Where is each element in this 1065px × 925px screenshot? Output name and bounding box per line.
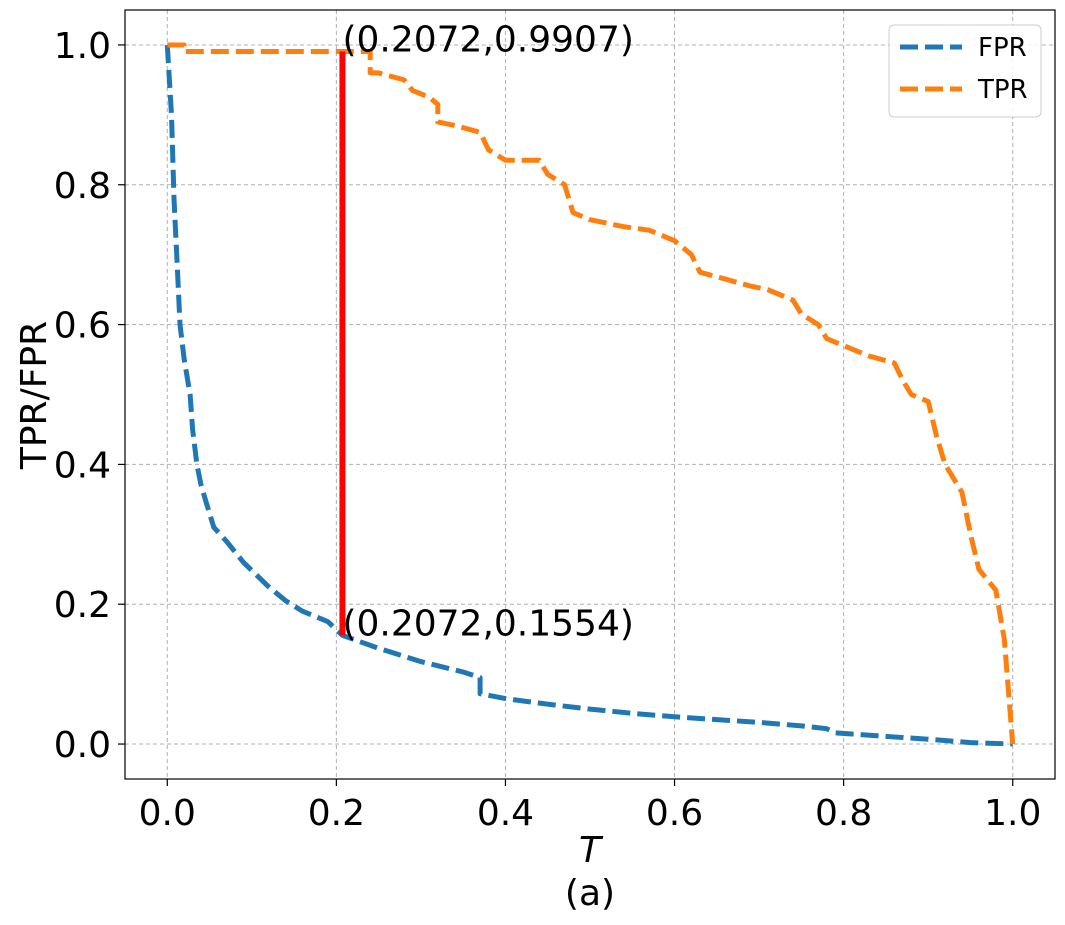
legend-fpr-label: FPR (978, 33, 1027, 63)
series-layer (164, 42, 1016, 747)
plot-frame (124, 9, 1056, 780)
grid (125, 10, 1055, 779)
y-tick-label: 0.0 (54, 725, 111, 766)
x-tick-label: 0.6 (646, 793, 703, 834)
y-tick-label: 0.8 (54, 166, 111, 207)
x-tick-label: 0.0 (139, 793, 196, 834)
series-tpr-line (167, 42, 1016, 745)
y-tick-label: 1.0 (54, 26, 111, 67)
y-tick-label: 0.6 (54, 306, 111, 347)
point-annotation: (0.2072,0.9907) (342, 19, 633, 60)
x-tick-label: 1.0 (984, 793, 1041, 834)
annotations: (0.2072,0.9907) (0.2072,0.1554) (342, 19, 633, 644)
figure-caption: (a) (565, 873, 615, 914)
x-tick-label: 0.2 (308, 793, 365, 834)
y-tick-label: 0.2 (54, 585, 111, 626)
y-axis-label: TPR/FPR (14, 321, 55, 470)
legend-tpr-label: TPR (977, 75, 1028, 105)
x-tick-label: 0.4 (477, 793, 534, 834)
legend: FPR TPR (888, 24, 1042, 118)
ticks: 0.0 0.2 0.4 0.6 0.8 1.0 0.0 0.2 0.4 0.6 0.8 1.0 (54, 26, 1042, 834)
y-tick-label: 0.4 (54, 445, 111, 486)
x-axis-label: T (579, 830, 604, 871)
x-tick-label: 0.8 (815, 793, 872, 834)
series-fpr-line (164, 44, 1013, 747)
point-annotation: (0.2072,0.1554) (342, 603, 633, 644)
